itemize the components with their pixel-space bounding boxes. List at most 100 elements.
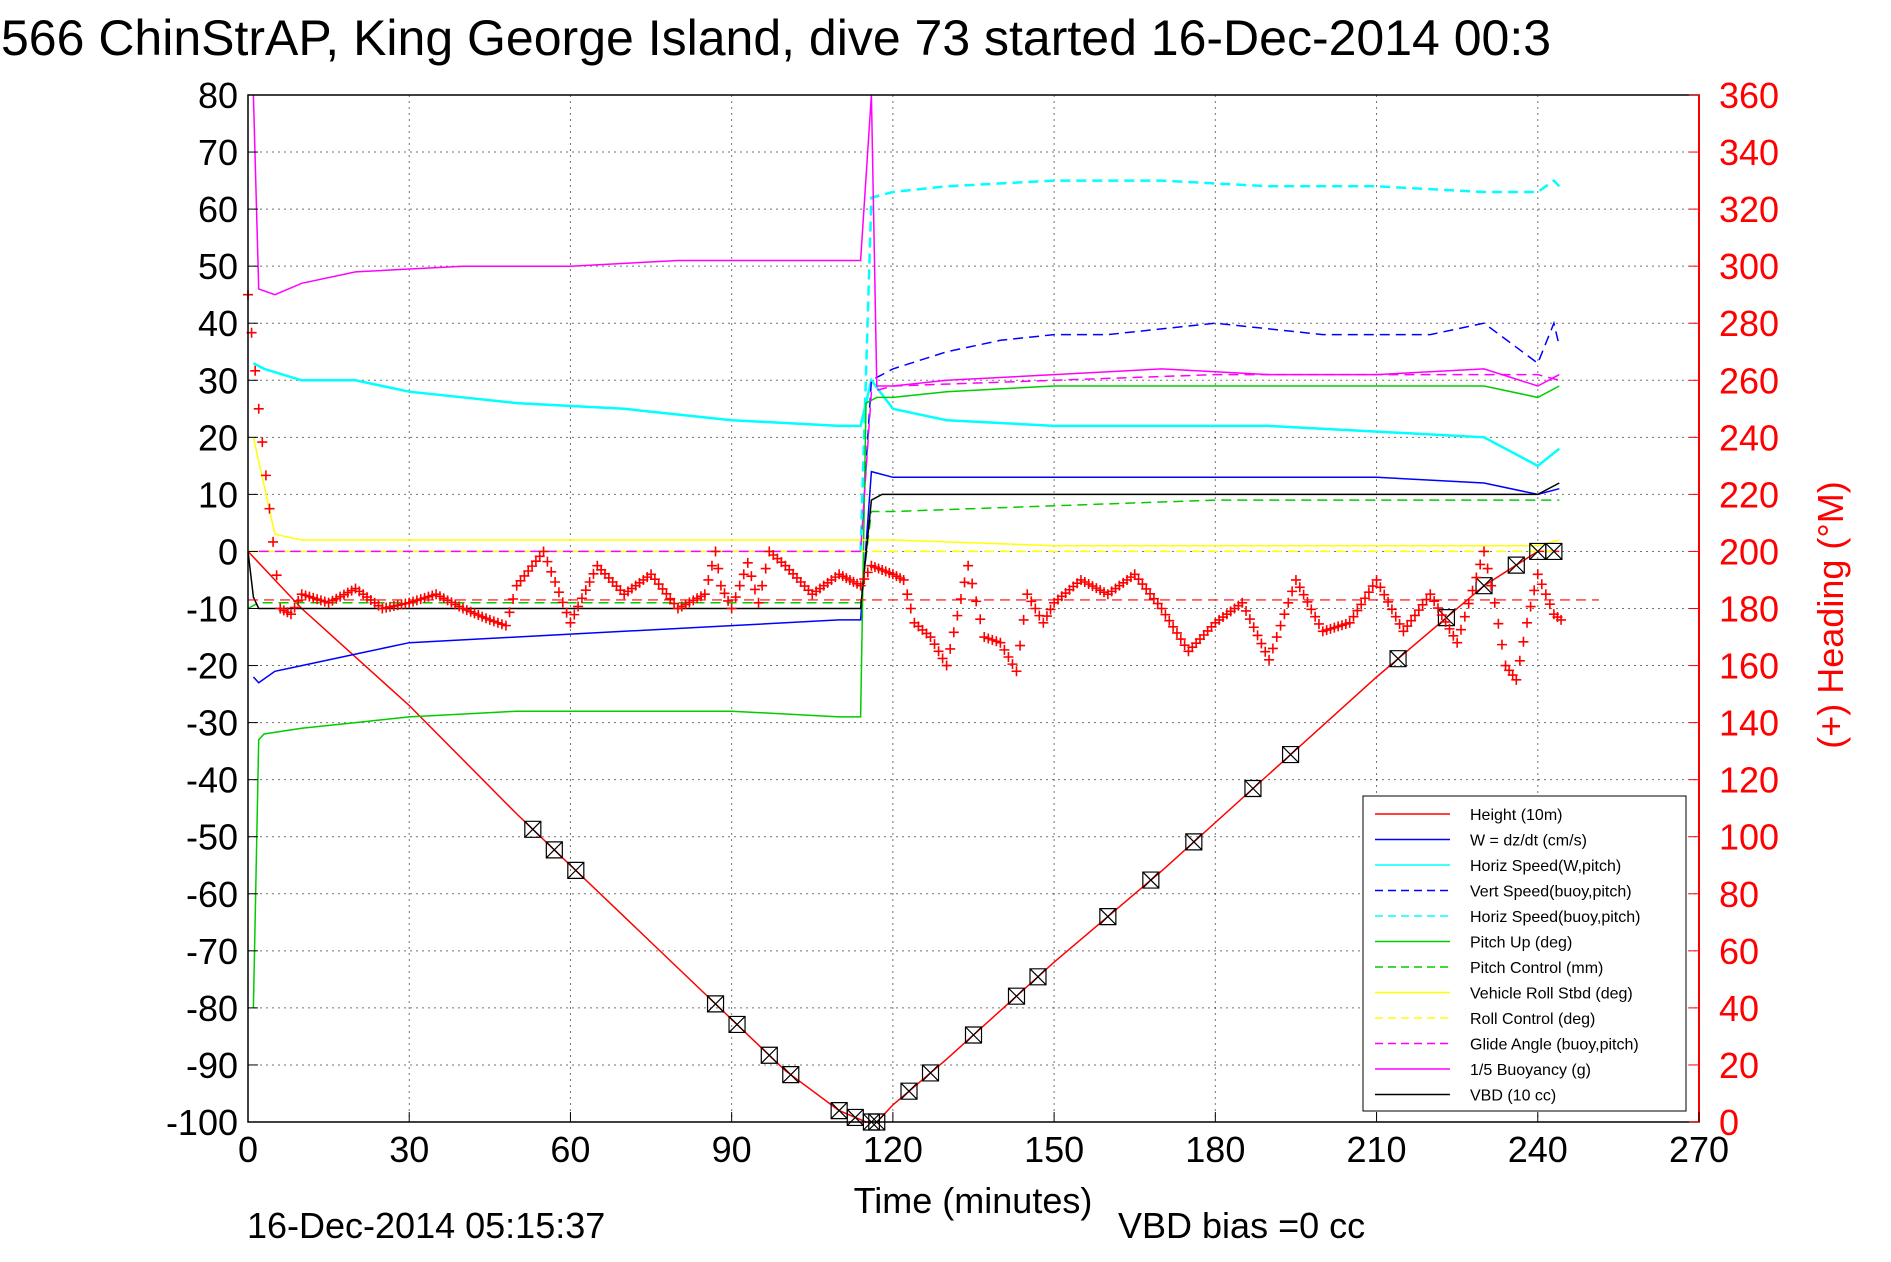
y-right-tick-label: 180 (1719, 589, 1779, 630)
y-tick-label: -100 (166, 1102, 238, 1143)
legend-label: Horiz Speed(buoy,pitch) (1470, 909, 1640, 926)
heading-marker (1471, 572, 1482, 583)
heading-marker (1511, 674, 1522, 685)
x-axis-label: Time (minutes) (854, 1180, 1093, 1221)
heading-marker (1413, 605, 1424, 616)
heading-marker (1489, 597, 1500, 608)
depth-marker (900, 1082, 918, 1100)
heading-marker (1398, 626, 1409, 637)
y-tick-label: 20 (198, 417, 238, 458)
depth-marker (567, 861, 585, 879)
y-tick-label: -10 (186, 589, 238, 630)
heading-marker (1448, 630, 1459, 641)
right-axis-label: (+) Heading (°M) (1810, 481, 1851, 748)
y-tick-label: 10 (198, 474, 238, 515)
heading-marker (504, 607, 515, 618)
heading-marker (999, 644, 1010, 655)
legend-label: Pitch Up (deg) (1470, 935, 1572, 952)
y-tick-label: -80 (186, 988, 238, 1029)
y-right-tick-label: 320 (1719, 189, 1779, 230)
depth-marker (1281, 745, 1300, 764)
heading-marker (257, 437, 268, 448)
heading-marker (1518, 636, 1529, 647)
heading-marker (538, 546, 549, 557)
heading-marker (1429, 596, 1440, 607)
heading-marker (726, 603, 737, 614)
heading-marker (1456, 624, 1467, 635)
heading-marker (1290, 574, 1301, 585)
heading-marker (746, 571, 757, 582)
heading-marker (1514, 655, 1525, 666)
heading-marker (1007, 659, 1018, 670)
y-right-tick-label: 160 (1719, 646, 1779, 687)
legend-label: 1/5 Buoyancy (g) (1470, 1062, 1591, 1079)
heading-marker (898, 574, 909, 585)
heading-marker (1175, 634, 1186, 645)
heading-marker (1294, 582, 1305, 593)
heading-marker (1452, 637, 1463, 648)
depth-marker (545, 841, 563, 859)
heading-marker (1156, 603, 1167, 614)
x-tick-label: 240 (1508, 1129, 1568, 1170)
heading-marker (855, 580, 866, 591)
heading-marker (1313, 618, 1324, 629)
heading-marker (963, 560, 974, 571)
legend-box (1362, 795, 1687, 1112)
depth-marker (728, 1015, 746, 1034)
y-right-tick-label: 80 (1719, 874, 1759, 915)
heading-marker (1306, 604, 1317, 615)
heading-marker (271, 570, 282, 581)
heading-marker (1267, 643, 1278, 654)
heading-marker (1440, 616, 1451, 627)
heading-marker (1363, 587, 1374, 598)
legend-label: Glide Angle (buoy,pitch) (1470, 1037, 1639, 1054)
heading-marker (1475, 559, 1486, 570)
chart-title: 566 ChinStrAP, King George Island, dive … (1, 10, 1551, 66)
heading-marker (948, 627, 959, 638)
heading-marker (719, 588, 730, 599)
heading-marker (1379, 589, 1390, 600)
depth-marker (846, 1108, 864, 1127)
x-tick-label: 180 (1185, 1129, 1245, 1170)
heading-marker (742, 557, 753, 568)
heading-marker (1367, 581, 1378, 592)
y-tick-label: 60 (198, 189, 238, 230)
heading-marker (1179, 640, 1190, 651)
y-right-tick-label: 40 (1719, 988, 1759, 1029)
heading-marker (1015, 640, 1026, 651)
y-tick-label: -30 (186, 703, 238, 744)
series-line-9 (258, 373, 1560, 553)
y-right-tick-label: 360 (1719, 75, 1779, 116)
heading-marker (1030, 603, 1041, 614)
depth-marker (830, 1101, 848, 1120)
heading-marker (260, 470, 271, 481)
x-tick-label: 90 (712, 1129, 752, 1170)
y-tick-label: -90 (186, 1045, 238, 1086)
heading-marker (1352, 605, 1363, 616)
legend-label: Vehicle Roll Stbd (deg) (1470, 986, 1633, 1003)
heading-marker (952, 610, 963, 621)
x-tick-label: 30 (389, 1129, 429, 1170)
legend-label: Height (10m) (1470, 807, 1562, 824)
heading-marker (1287, 586, 1298, 597)
heading-marker (738, 569, 749, 580)
heading-marker (1402, 621, 1413, 632)
depth-marker (1389, 650, 1407, 668)
heading-marker (250, 365, 261, 376)
heading-marker (546, 566, 557, 577)
heading-marker (264, 503, 275, 514)
heading-marker (1241, 605, 1252, 616)
y-tick-label: 40 (198, 303, 238, 344)
x-tick-label: 210 (1347, 1129, 1407, 1170)
heading-marker (1160, 609, 1171, 620)
y-axis-right: 3603403203002802602402202001801601401201… (1689, 75, 1779, 1143)
heading-marker (1348, 611, 1359, 622)
y-right-tick-label: 120 (1719, 760, 1779, 801)
heading-marker (1041, 611, 1052, 622)
heading-marker (1409, 610, 1420, 621)
heading-marker (1529, 585, 1540, 596)
heading-marker (713, 563, 724, 574)
heading-marker (859, 574, 870, 585)
footer-vbd-bias: VBD bias =0 cc (1118, 1205, 1365, 1246)
